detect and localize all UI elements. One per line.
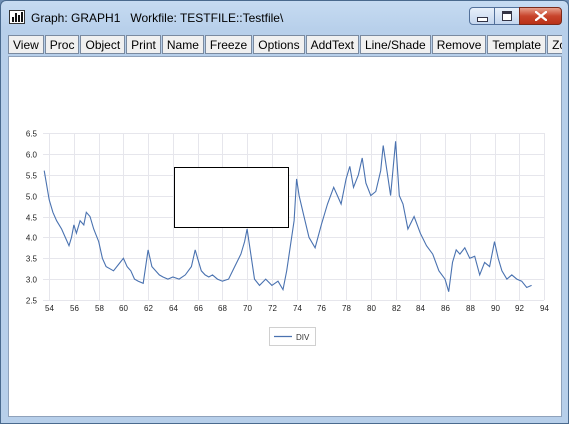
x-tick-label: 88	[466, 304, 475, 313]
maximize-icon	[502, 11, 512, 21]
y-tick-label: 4.0	[26, 234, 38, 243]
x-tick-label: 56	[70, 304, 79, 313]
x-tick-label: 80	[367, 304, 376, 313]
x-tick-label: 92	[515, 304, 524, 313]
x-tick-label: 86	[441, 304, 450, 313]
object-button[interactable]: Object	[80, 35, 126, 54]
close-icon	[534, 11, 547, 21]
y-tick-label: 3.0	[26, 276, 38, 285]
x-tick-label: 82	[392, 304, 401, 313]
annotation-rectangle[interactable]	[174, 167, 289, 228]
options-button[interactable]: Options	[253, 35, 305, 54]
x-tick-label: 70	[243, 304, 252, 313]
graph-canvas[interactable]: 2.5 3.0 3.5 4.0 4.5 5.0 5.5 6.0 6.5 54 56 58 60 62 64…	[8, 56, 562, 417]
line-shade-button[interactable]: Line/Shade	[359, 35, 431, 54]
maximize-button[interactable]	[494, 7, 520, 25]
x-tick-label: 66	[194, 304, 203, 313]
y-tick-label: 6.0	[26, 151, 38, 160]
addtext-button[interactable]: AddText	[305, 35, 359, 54]
line-chart[interactable]: 2.5 3.0 3.5 4.0 4.5 5.0 5.5 6.0 6.5 54 56 58 60 62 64…	[9, 57, 561, 416]
template-button[interactable]: Template	[487, 35, 547, 54]
series-line-div	[43, 141, 532, 292]
remove-button[interactable]: Remove	[431, 35, 487, 54]
x-tick-label: 58	[95, 304, 104, 313]
x-tick-label: 68	[218, 304, 227, 313]
y-tick-label: 3.5	[26, 255, 38, 264]
x-tick-label: 76	[317, 304, 326, 313]
x-tick-label: 78	[342, 304, 351, 313]
minimize-icon	[476, 16, 488, 22]
x-tick-label: 72	[268, 304, 277, 313]
title-bar[interactable]: Graph: GRAPH1 Workfile: TESTFILE::Testfi…	[1, 1, 568, 33]
x-tick-label: 74	[293, 304, 302, 313]
graph-app-icon	[9, 10, 25, 24]
y-tick-label: 5.5	[26, 172, 38, 181]
y-tick-label: 6.5	[26, 130, 38, 139]
view-button[interactable]: View	[8, 35, 44, 54]
x-tick-label: 64	[169, 304, 178, 313]
zoom-button[interactable]: Zoo	[547, 35, 562, 54]
window-title: Graph: GRAPH1 Workfile: TESTFILE::Testfi…	[31, 11, 284, 25]
x-tick-label: 60	[119, 304, 128, 313]
minimize-button[interactable]	[469, 7, 495, 25]
legend-label-div: DIV	[296, 333, 310, 342]
close-button[interactable]	[519, 7, 562, 25]
y-tick-label: 5.0	[26, 193, 38, 202]
print-button[interactable]: Print	[126, 35, 161, 54]
y-tick-label: 2.5	[26, 297, 38, 306]
name-button[interactable]: Name	[161, 35, 204, 54]
graph-toolbar: View Proc Object Print Name Freeze Optio…	[8, 35, 562, 55]
proc-button[interactable]: Proc	[44, 35, 80, 54]
x-tick-label: 94	[540, 304, 549, 313]
x-tick-label: 54	[45, 304, 54, 313]
y-tick-label: 4.5	[26, 214, 38, 223]
x-tick-label: 62	[144, 304, 153, 313]
freeze-button[interactable]: Freeze	[204, 35, 253, 54]
x-tick-label: 84	[416, 304, 425, 313]
legend: DIV	[269, 327, 316, 346]
x-tick-label: 90	[491, 304, 500, 313]
